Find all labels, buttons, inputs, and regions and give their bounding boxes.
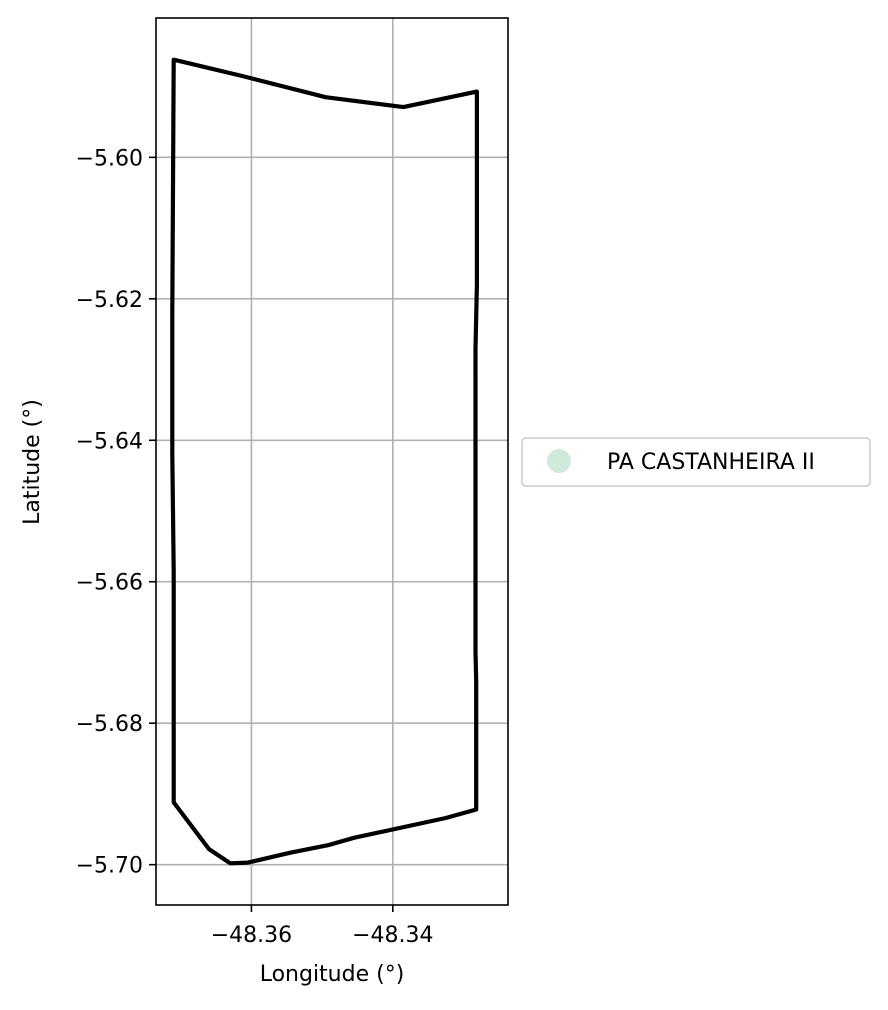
x-axis-label: Longitude (°) [260, 962, 405, 987]
y-tick-label: −5.70 [76, 854, 143, 879]
y-tick-label: −5.64 [76, 429, 143, 454]
y-tick-label: −5.62 [76, 288, 143, 313]
y-tick-label: −5.68 [76, 712, 143, 737]
x-tick-label: −48.34 [352, 923, 433, 948]
y-tick-label: −5.60 [76, 146, 143, 171]
data-layer [170, 57, 479, 866]
x-tick-label: −48.36 [211, 923, 292, 948]
y-tick-label: −5.66 [76, 571, 143, 596]
boundary-polygon [170, 57, 479, 866]
grid-layer [156, 18, 508, 905]
legend-marker [547, 449, 571, 473]
legend-frame [521, 437, 871, 487]
axes-frame [155, 17, 509, 906]
tick-layer: −48.36 −48.34 −5.60 −5.62 −5.64 −5.66 −5.68 −5.… [76, 146, 434, 948]
legend-entry-label: PA CASTANHEIRA II [607, 450, 815, 475]
y-axis-label: Latitude (°) [20, 399, 45, 525]
legend: PA CASTANHEIRA II [521, 437, 871, 487]
